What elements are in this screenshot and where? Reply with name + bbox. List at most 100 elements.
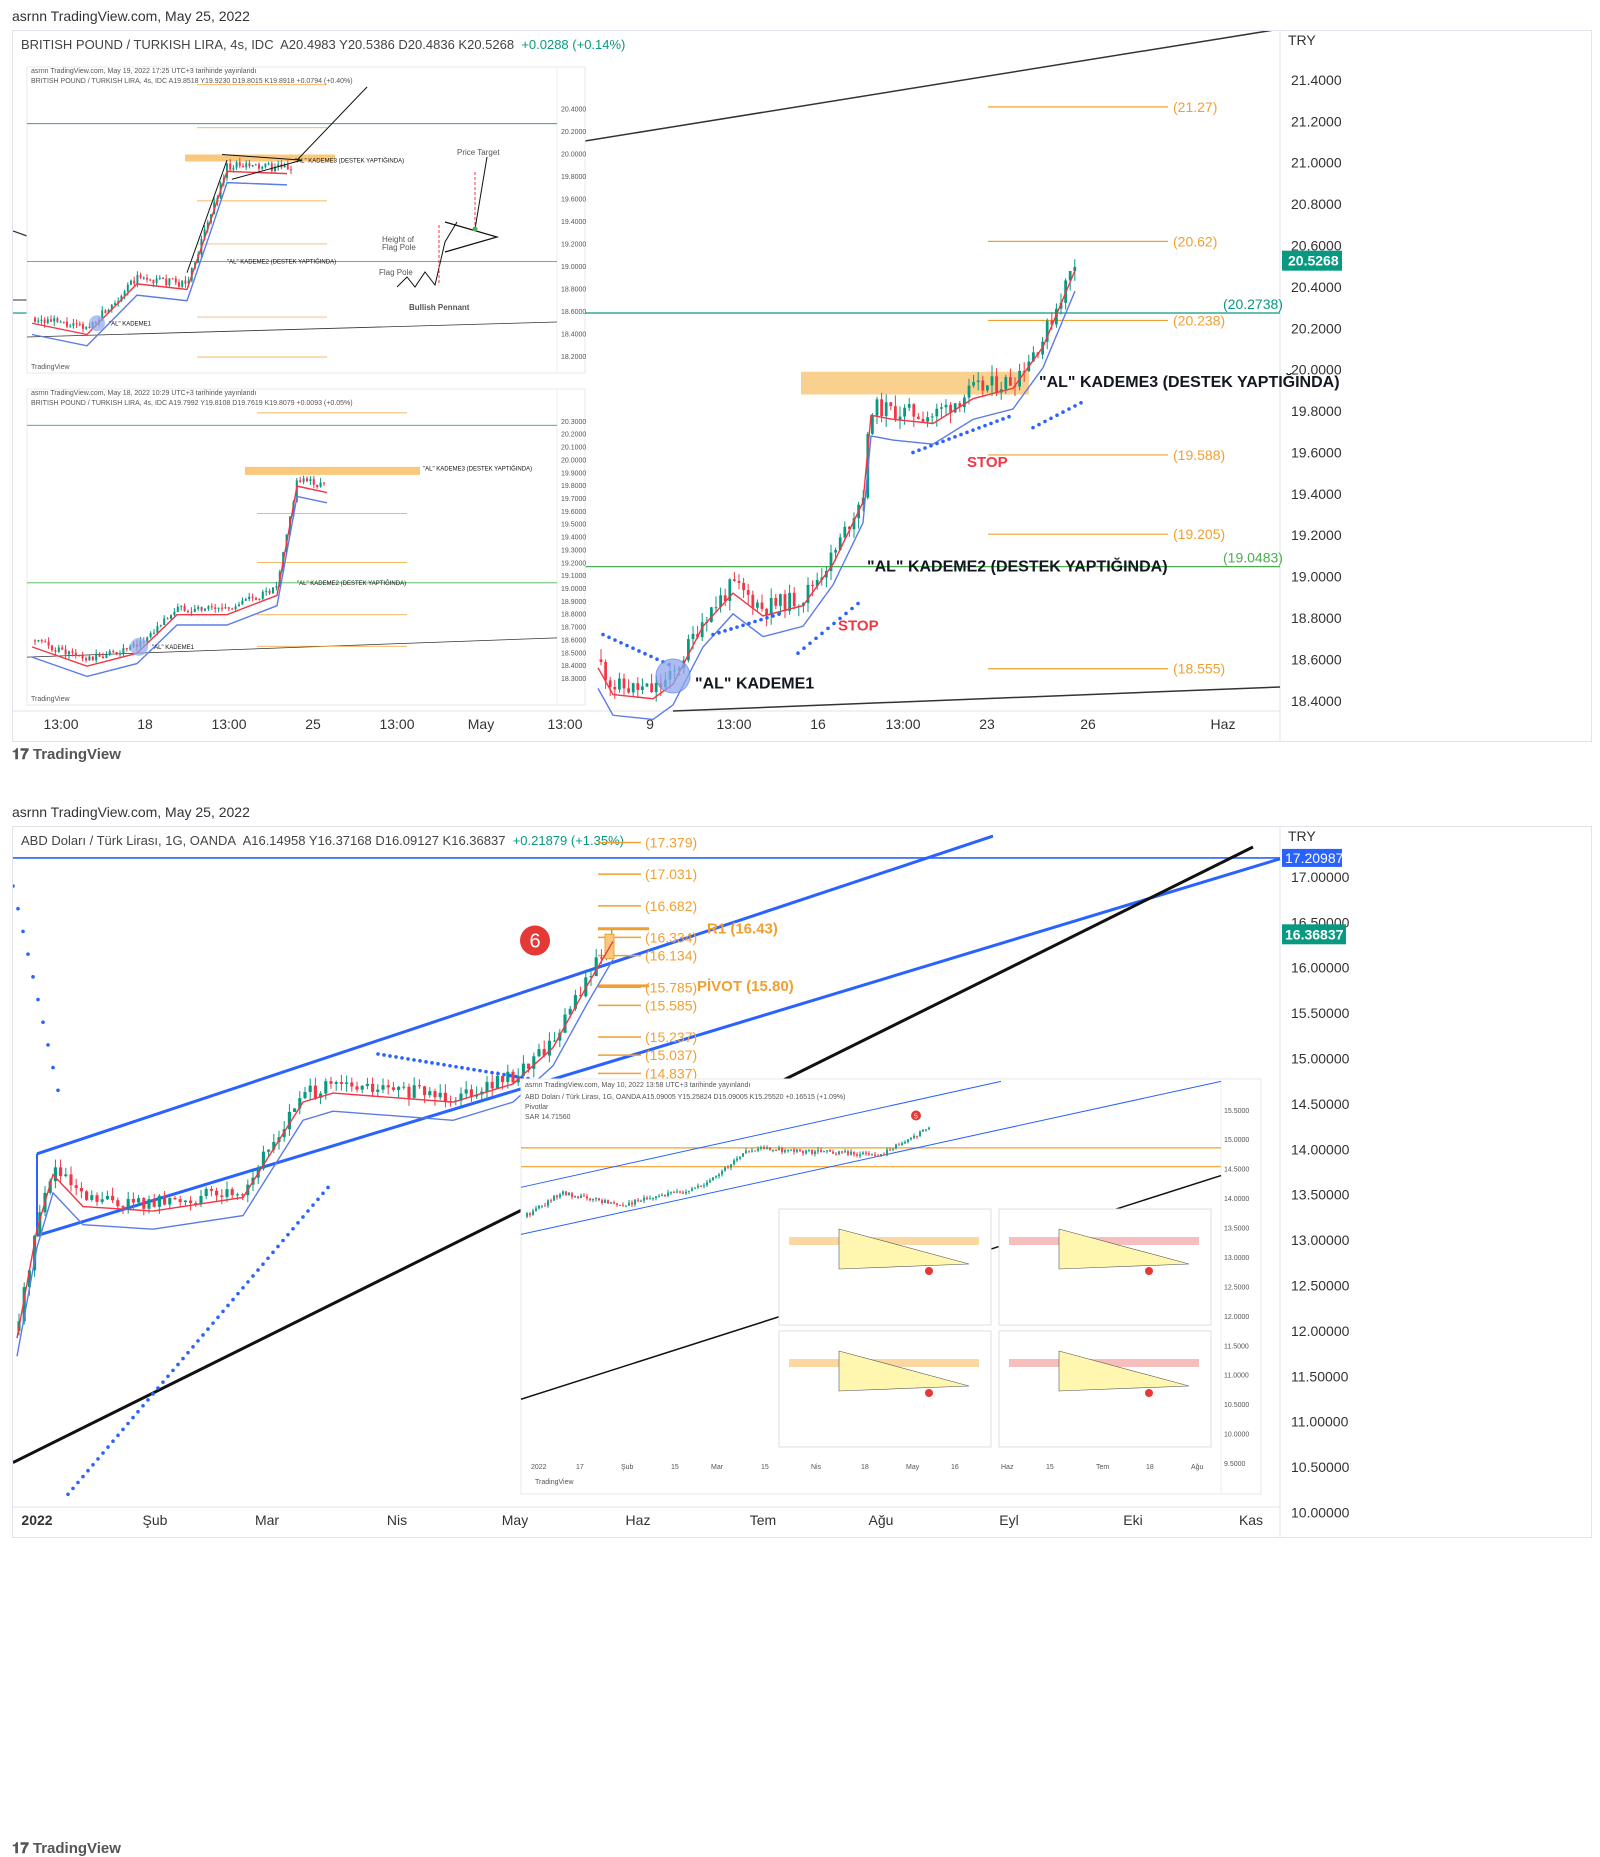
sar-dot — [261, 1262, 265, 1266]
inset2-y-tick: 19.0000 — [561, 586, 586, 593]
candle-body — [322, 482, 326, 484]
sar-dot — [436, 1061, 440, 1066]
inset-sar: SAR 14.71560 — [525, 1114, 571, 1121]
candle-body — [532, 1210, 534, 1215]
bottom-chart-svg[interactable]: TRY17.0000016.5000016.0000015.5000015.00… — [13, 827, 1591, 1537]
inset1-y-tick: 18.8000 — [561, 287, 586, 294]
y-tick-label: 20.8000 — [1291, 196, 1342, 212]
candle-body — [766, 1147, 768, 1150]
candle-body — [90, 1195, 94, 1200]
candle-body — [40, 640, 43, 642]
inset-y-tick: 13.5000 — [1224, 1226, 1249, 1233]
candle-body — [990, 376, 994, 386]
y-tick-label: 15.00000 — [1291, 1051, 1350, 1067]
candle-body — [1022, 370, 1026, 372]
inset-channel-lower — [520, 1080, 1222, 1235]
candle-body — [727, 1167, 729, 1169]
sar-dot — [844, 611, 848, 616]
inset1-y-tick: 18.4000 — [561, 332, 586, 339]
y-tick-label: 21.0000 — [1291, 155, 1342, 171]
bottom-ohlc-line: ABD Doları / Türk Lirası, 1G, OANDA A16.… — [21, 833, 624, 848]
candle-body — [625, 1205, 627, 1207]
sar-dot — [1043, 419, 1047, 424]
candle-body — [274, 167, 276, 171]
sar-dot — [131, 1415, 135, 1420]
x-tick-label: 9 — [646, 716, 654, 732]
candle-body — [121, 1206, 125, 1208]
candle-body — [146, 637, 149, 642]
candle-body — [784, 1150, 786, 1153]
sar-dot — [271, 1250, 275, 1255]
x-tick-label: Mar — [255, 1512, 279, 1528]
x-tick-label: May — [502, 1512, 528, 1528]
candle-body — [802, 1150, 804, 1154]
candle-body — [838, 537, 842, 551]
candle-body — [835, 1153, 837, 1155]
inset1-y-tick: 18.2000 — [561, 354, 586, 361]
candle-body — [265, 591, 268, 593]
y-tick-label: 21.2000 — [1291, 113, 1342, 129]
candle-body — [640, 1200, 642, 1202]
fib-level-label: (18.555) — [1173, 661, 1225, 677]
candle-body — [428, 1091, 432, 1096]
inset1-zone — [185, 154, 335, 162]
sar-dot — [106, 1445, 110, 1449]
candle-body — [46, 319, 49, 323]
candle-body — [756, 602, 759, 608]
candle-body — [163, 1195, 167, 1205]
candle-body — [187, 280, 190, 284]
candle-body — [490, 1081, 494, 1089]
teal-level-tag: (20.2738) — [1223, 296, 1283, 312]
fib-level-label: (15.585) — [645, 997, 697, 1013]
y-tick-label: 17.00000 — [1291, 869, 1350, 885]
sar-dot — [717, 630, 721, 635]
candle-body — [580, 1195, 582, 1198]
inset1-kademe1-circle — [89, 315, 105, 332]
candle-body — [261, 591, 264, 599]
candle-body — [67, 651, 71, 655]
candle-body — [258, 598, 261, 600]
candle-body — [553, 1195, 555, 1201]
green-level-tag: (19.0483) — [1223, 550, 1283, 566]
candle-body — [149, 632, 152, 638]
candle-body — [583, 1195, 585, 1197]
candle-body — [852, 518, 856, 530]
candle-body — [556, 1195, 558, 1198]
y-tick-label: 16.00000 — [1291, 960, 1350, 976]
nested-thumbnail-marker — [925, 1267, 933, 1275]
candle-body — [248, 163, 251, 167]
candle-body — [365, 1083, 369, 1086]
inset1-ema-slow — [31, 181, 288, 347]
candle-body — [847, 1151, 849, 1155]
candle-body — [687, 639, 690, 661]
candle-body — [799, 1149, 801, 1151]
candle-body — [700, 1185, 702, 1187]
sar-dot — [81, 1474, 85, 1479]
candle-body — [157, 1195, 161, 1207]
candle-body — [115, 651, 118, 654]
sar-dot — [1037, 422, 1041, 427]
top-chart-panel[interactable]: BRITISH POUND / TURKISH LIRA, 4s, IDC A2… — [12, 30, 1592, 742]
bottom-chart-panel[interactable]: ABD Doları / Türk Lirası, 1G, OANDA A16.… — [12, 826, 1592, 1538]
sar-dot — [388, 1054, 392, 1058]
y-tick-label: 13.00000 — [1291, 1232, 1350, 1248]
top-chart-svg[interactable]: TRY21.400021.200021.000020.800020.600020… — [13, 31, 1591, 741]
candle-body — [176, 606, 179, 612]
y-tick-label: 20.2000 — [1291, 320, 1342, 336]
candle-body — [834, 550, 837, 553]
candle-body — [197, 606, 200, 609]
sar-dot — [911, 450, 915, 455]
candle-body — [194, 1203, 198, 1205]
nested-thumbnail-marker — [1145, 1267, 1153, 1275]
sar-dot — [601, 632, 605, 637]
inset2-y-tick: 19.8000 — [561, 483, 586, 490]
candle-body — [163, 618, 166, 625]
sar-dot — [296, 1221, 300, 1225]
sar-dot — [36, 997, 40, 1002]
candle-body — [820, 1149, 822, 1153]
candle-body — [57, 647, 60, 652]
candle-body — [149, 279, 152, 281]
candle-body — [721, 1170, 723, 1175]
candle-body — [916, 1135, 918, 1137]
sar-dot — [777, 612, 781, 616]
